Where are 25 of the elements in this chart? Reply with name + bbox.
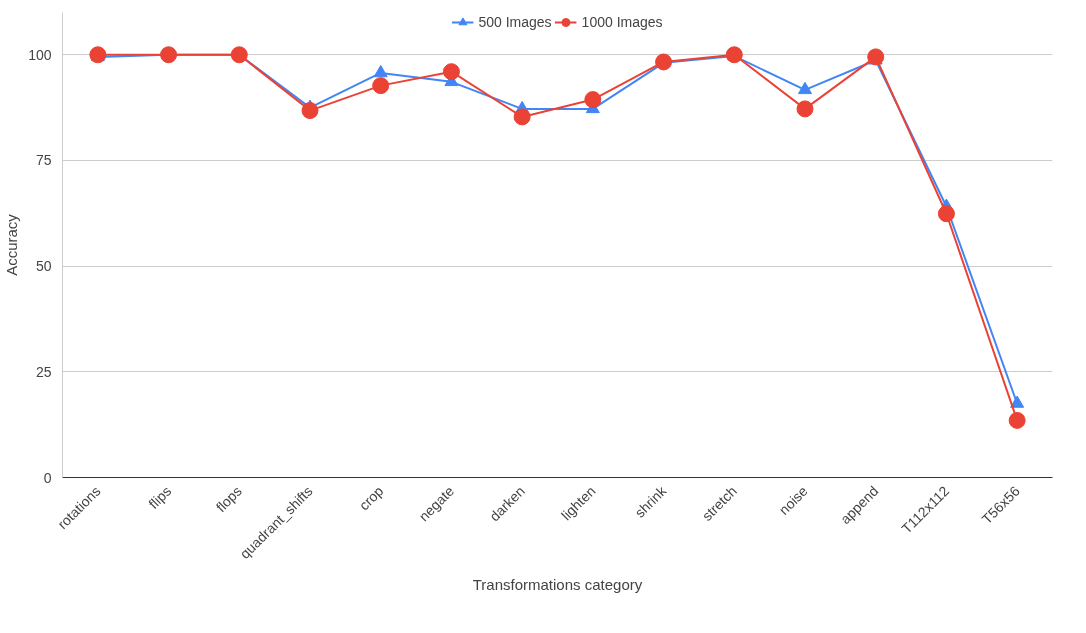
x-tick-label: crop <box>355 482 387 514</box>
y-tick-label: 25 <box>35 363 52 380</box>
y-axis-title: Accuracy <box>3 213 21 276</box>
point <box>373 64 388 78</box>
y-tick-label: 0 <box>43 469 52 486</box>
point <box>160 46 178 64</box>
legend-label: 1000 Images <box>581 14 663 30</box>
point <box>584 91 602 109</box>
point <box>798 81 812 95</box>
point <box>372 77 390 95</box>
y-tick-label: 50 <box>35 258 52 275</box>
point <box>1008 411 1026 429</box>
point <box>301 102 319 120</box>
x-axis-title: Transformations category <box>472 575 643 593</box>
y-tick-label: 75 <box>35 152 52 169</box>
point <box>513 108 531 126</box>
point <box>230 46 248 64</box>
point <box>1010 395 1025 408</box>
point <box>867 48 885 66</box>
point <box>937 205 955 223</box>
point <box>796 100 814 118</box>
x-tick-label: flips <box>145 482 175 512</box>
point <box>442 63 460 81</box>
legend-label: 500 Images <box>478 14 552 30</box>
y-tick-label: 100 <box>28 46 52 63</box>
